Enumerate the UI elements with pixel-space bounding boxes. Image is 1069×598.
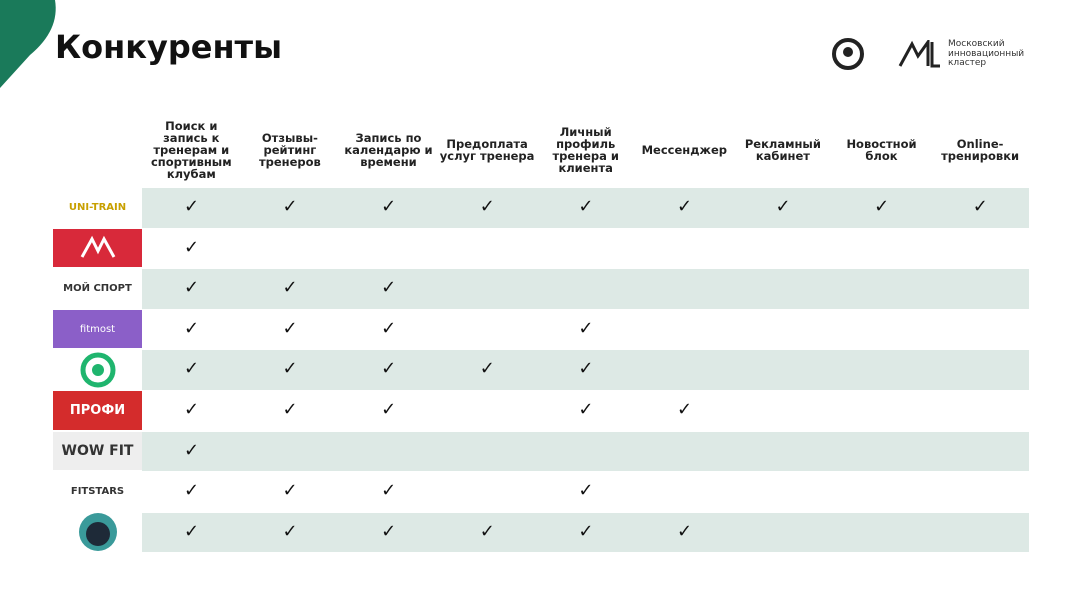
- check-mark: ✓: [183, 236, 200, 258]
- check-mark: ✓: [282, 399, 298, 420]
- check-mark: ✓: [676, 399, 693, 420]
- check-mark: ✓: [282, 277, 298, 299]
- row-logo: FITSTARS: [70, 485, 125, 497]
- row-logo: ПРОФИ: [53, 391, 142, 430]
- check-mark: ✓: [381, 480, 397, 502]
- table-row: [142, 188, 1029, 228]
- column-header: Отзывы-рейтинг тренеров: [258, 131, 321, 169]
- check-mark: ✓: [282, 317, 298, 339]
- check-mark: ✓: [381, 317, 397, 339]
- check-mark: ✓: [874, 196, 890, 217]
- check-mark: ✓: [972, 196, 988, 217]
- table-row: [142, 391, 1029, 431]
- unitrain-logo: [832, 38, 864, 70]
- row-logo: [53, 350, 142, 389]
- column-header: Поиск и запись к тренерам и спортивным к…: [150, 119, 232, 181]
- table-row: [142, 431, 1029, 472]
- row-logo: fitmost: [53, 309, 142, 349]
- check-mark: ✓: [578, 399, 594, 420]
- title: Конкуренты: [55, 28, 283, 66]
- check-mark: ✓: [578, 480, 594, 502]
- check-mark: ✓: [183, 439, 200, 461]
- check-mark: ✓: [183, 399, 200, 420]
- mik-logo: [898, 40, 940, 68]
- check-mark: ✓: [578, 358, 594, 380]
- row-logo: [53, 513, 142, 552]
- corner-shape: [0, 0, 56, 88]
- check-mark: ✓: [479, 358, 495, 380]
- check-mark: ✓: [381, 520, 397, 542]
- check-mark: ✓: [676, 520, 693, 542]
- check-mark: ✓: [282, 358, 298, 380]
- table-row: [142, 512, 1029, 553]
- check-mark: ✓: [381, 358, 397, 380]
- check-mark: ✓: [282, 480, 298, 502]
- check-mark: ✓: [282, 520, 298, 542]
- check-mark: ✓: [282, 196, 298, 217]
- check-mark: ✓: [578, 520, 594, 542]
- check-mark: ✓: [183, 358, 200, 380]
- row-logo: МОЙ СПОРТ: [63, 282, 132, 294]
- check-mark: ✓: [479, 196, 495, 217]
- column-header: Запись по календарю и времени: [344, 131, 433, 169]
- check-mark: ✓: [479, 520, 495, 542]
- row-logo: [53, 228, 142, 268]
- table-row: [142, 309, 1029, 350]
- check-mark: ✓: [381, 196, 397, 217]
- column-header: Online-тренировки: [941, 137, 1020, 163]
- row-logo: WOW FIT: [53, 431, 142, 471]
- partner-name: Московский инновационный кластер: [948, 39, 1025, 68]
- table-row: [142, 472, 1029, 512]
- column-header: Предоплата услуг тренера: [439, 137, 535, 163]
- table-row: [142, 269, 1029, 309]
- check-mark: ✓: [183, 520, 200, 542]
- check-mark: ✓: [183, 277, 200, 299]
- table-row: [142, 350, 1029, 390]
- column-header: Рекламный кабинет: [744, 137, 821, 163]
- check-mark: ✓: [183, 196, 200, 217]
- check-mark: ✓: [578, 196, 594, 217]
- check-mark: ✓: [775, 196, 791, 217]
- table-row: [142, 228, 1029, 269]
- check-mark: ✓: [578, 317, 594, 339]
- column-header: Мессенджер: [641, 143, 727, 157]
- column-header: Новостной блок: [846, 137, 917, 163]
- check-mark: ✓: [381, 277, 397, 299]
- row-logo: UNI-TRAIN: [68, 201, 127, 213]
- check-mark: ✓: [381, 399, 397, 420]
- check-mark: ✓: [676, 196, 693, 217]
- check-mark: ✓: [183, 317, 200, 339]
- check-mark: ✓: [183, 480, 200, 502]
- column-header: Личный профиль тренера и клиента: [552, 125, 619, 175]
